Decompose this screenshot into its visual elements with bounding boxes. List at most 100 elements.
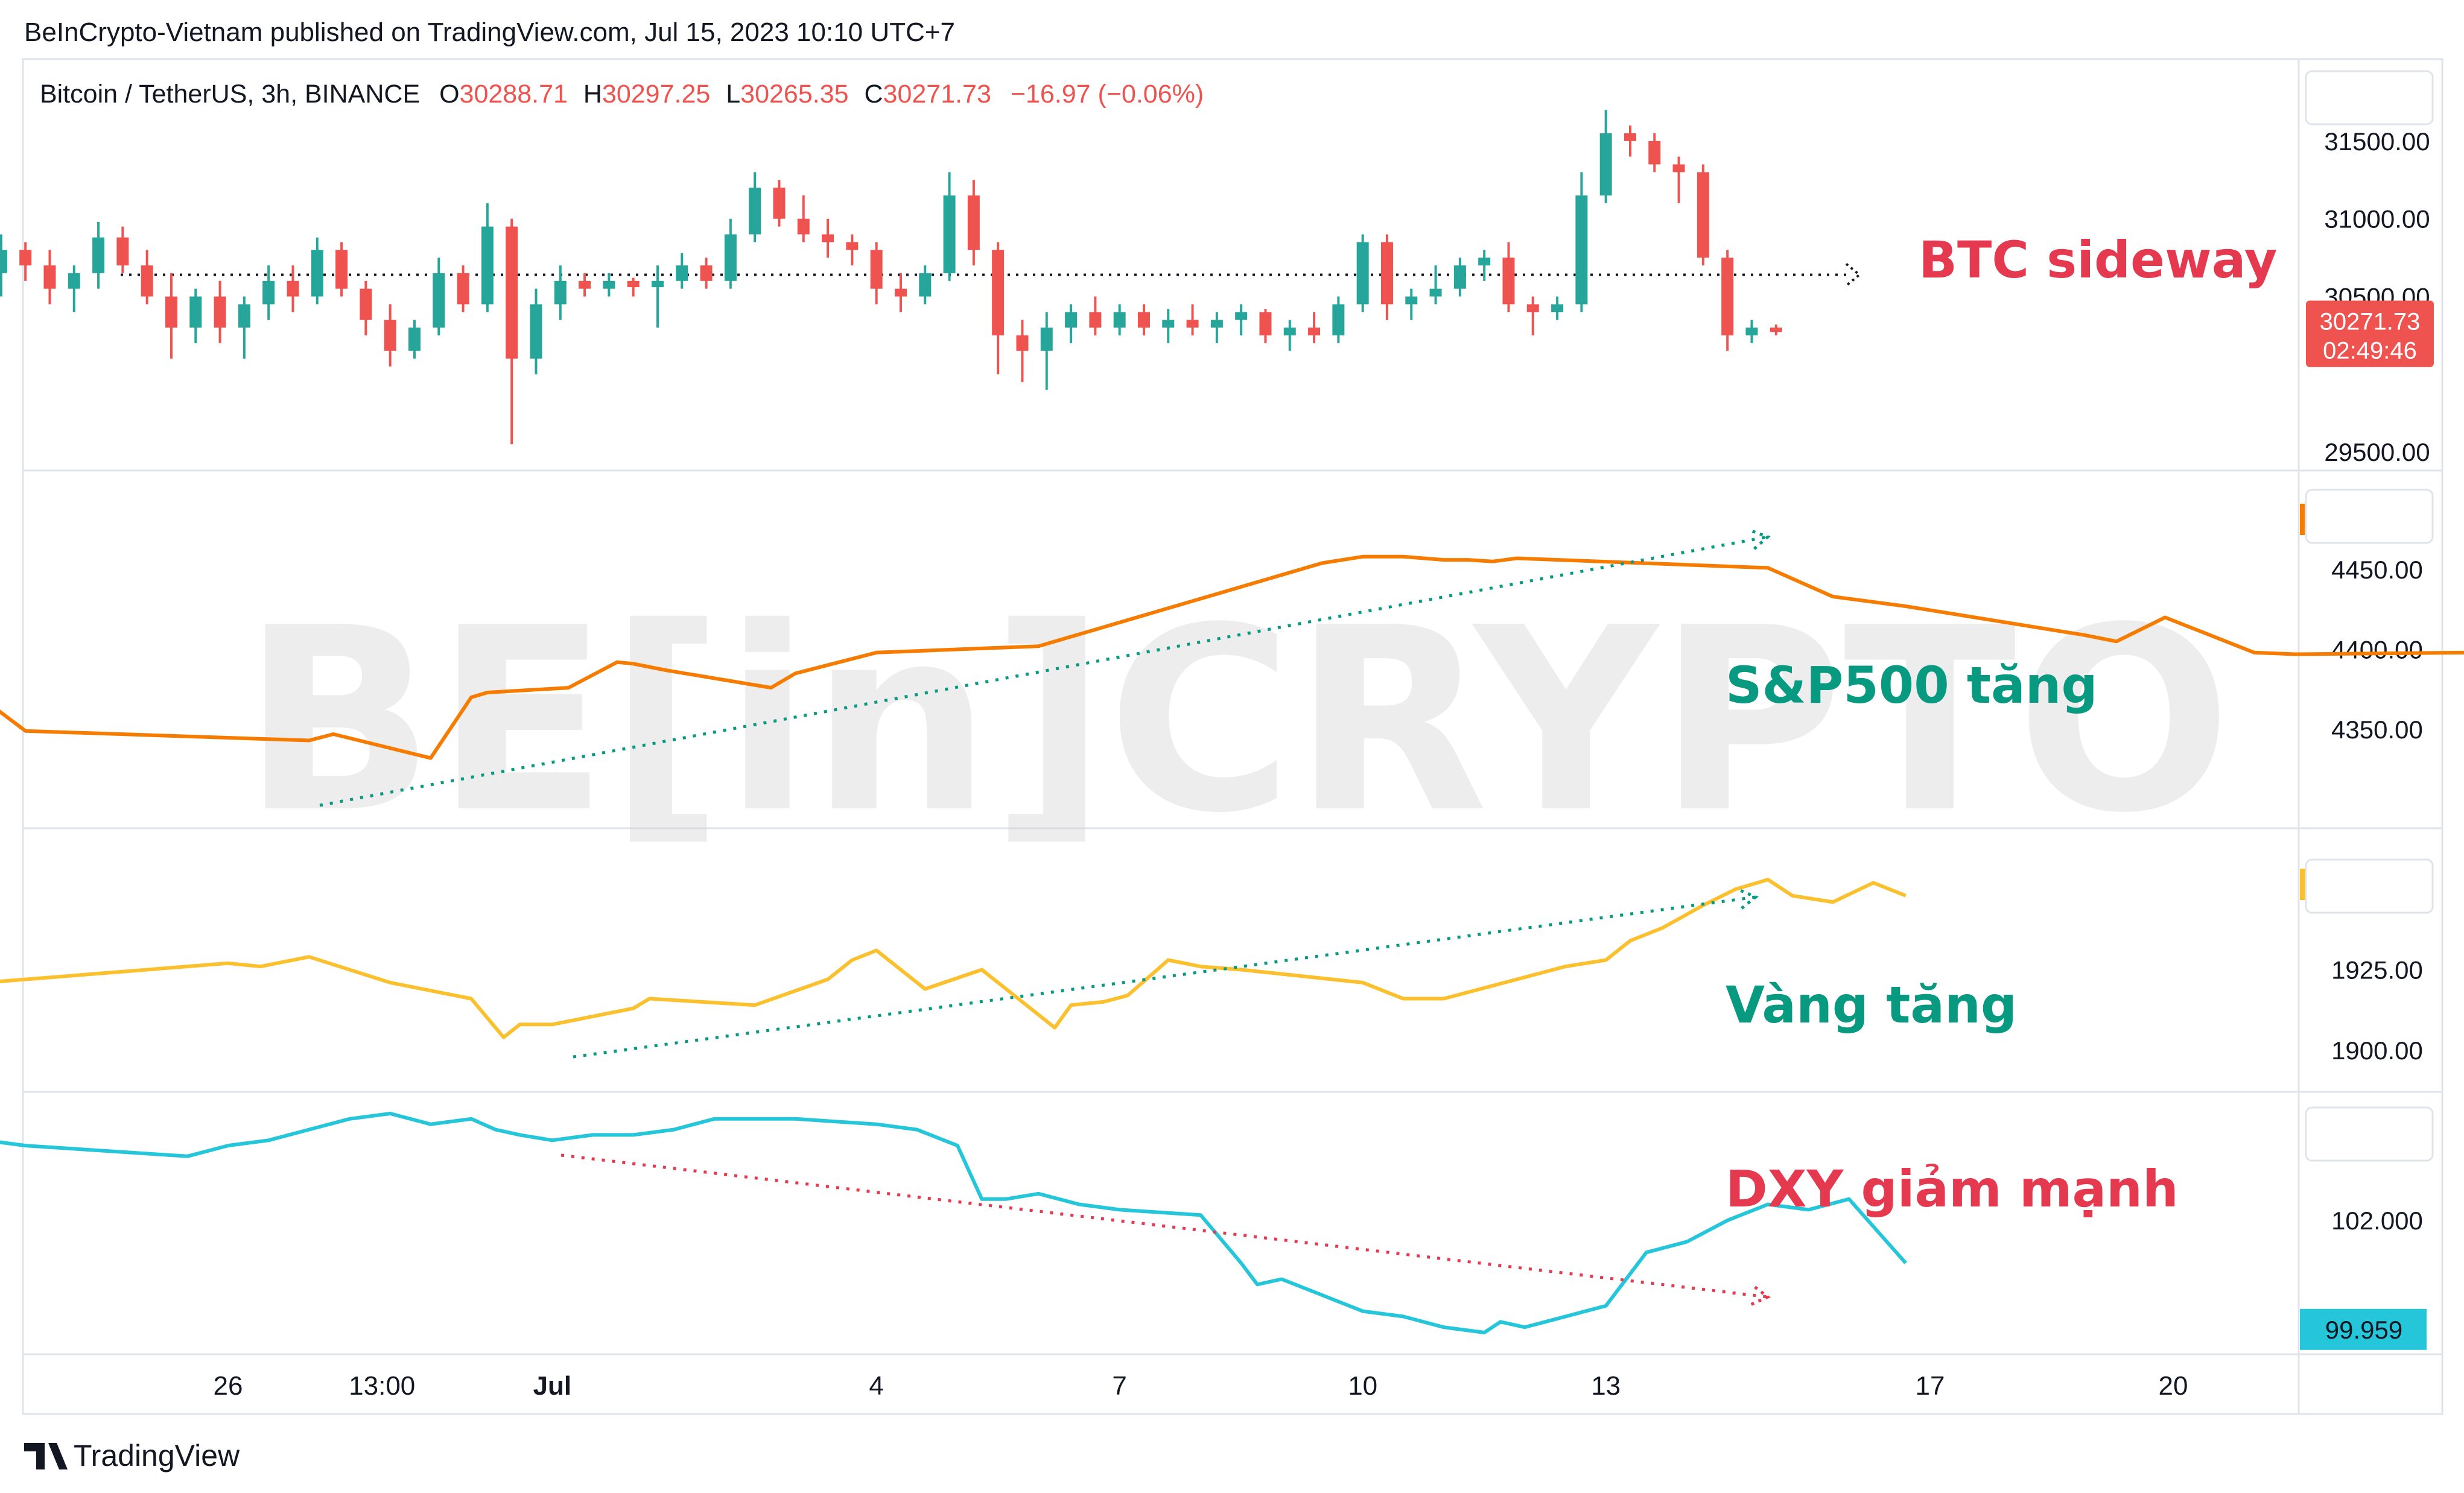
candle-body (311, 250, 323, 297)
candle-body (287, 281, 299, 297)
candle-body (1575, 195, 1588, 305)
candle-body (724, 234, 737, 281)
candle-body (603, 281, 615, 289)
candle-body (651, 281, 664, 288)
y-tick-label: 4350.00 (2331, 715, 2423, 744)
series-line (0, 1112, 1907, 1334)
axis-value-box (2305, 858, 2434, 914)
candle-body (1672, 164, 1685, 173)
candle-body (1308, 328, 1321, 335)
countdown-label: 02:49:46 (2323, 337, 2417, 364)
candle-body (1770, 328, 1782, 332)
spx-panel: 4450.00 4400.00 4350.00 (0, 504, 2464, 807)
dxy-last-label: 99.959 (2325, 1316, 2402, 1344)
candle-body (1721, 258, 1734, 335)
trend-arrow-gold-head (1738, 888, 1759, 910)
candle-body (943, 195, 956, 273)
watermark: BE[in]CRYPTO (242, 574, 2232, 869)
candle-body (676, 265, 688, 281)
series-line (0, 878, 1907, 1039)
high-value: 30297.25 (602, 80, 710, 109)
candle-body (530, 304, 542, 359)
axis-value-box (2305, 1106, 2434, 1162)
candle-body (92, 237, 105, 273)
candle-body (1599, 133, 1612, 196)
x-tick-label: 7 (1112, 1371, 1126, 1401)
candle-body (214, 296, 226, 328)
candle-body (481, 226, 494, 305)
candle-body (1065, 312, 1078, 328)
candle-body (967, 195, 980, 250)
candle-body (1137, 312, 1150, 328)
trend-arrow-dxy-head (1750, 1284, 1771, 1306)
change-value: −16.97 (−0.06%) (1011, 80, 1204, 109)
x-tick-label: 13 (1591, 1371, 1621, 1401)
candle-body (919, 273, 932, 297)
y-tick-label: 4450.00 (2331, 556, 2423, 584)
candle-body (141, 265, 153, 297)
open-value: 30288.71 (460, 80, 568, 109)
candle-body (773, 188, 786, 219)
candle-body (579, 281, 591, 289)
candle-body (749, 188, 761, 235)
candle-body (1089, 312, 1102, 328)
candle-body (894, 288, 907, 297)
candle-body (1453, 265, 1466, 289)
y-tick-label: 4400.00 (2331, 636, 2423, 664)
candle-body (1745, 328, 1758, 335)
panel-frame (22, 58, 2443, 1415)
ohlc-legend: Bitcoin / TetherUS, 3h, BINANCE O30288.7… (40, 80, 1204, 109)
candle-body (992, 250, 1005, 335)
candle-body (700, 265, 713, 281)
candle-body (1551, 304, 1564, 312)
x-tick-label: 26 (214, 1371, 243, 1401)
y-tick-label: 29500.00 (2324, 438, 2430, 466)
x-axis: 26 13:00 Jul 4 7 10 13 17 20 (214, 70, 2434, 1401)
candle-body (238, 304, 250, 328)
tradingview-logo[interactable]: TradingView (24, 1439, 240, 1472)
candle-body (1526, 304, 1539, 312)
candle-body (408, 328, 421, 351)
candle-body (1016, 335, 1029, 351)
dxy-panel: 102.000 99.959 (0, 1112, 2427, 1350)
candle-body (1040, 328, 1053, 351)
x-tick-label: 20 (2159, 1371, 2188, 1401)
candle-body (457, 273, 469, 305)
candle-body (822, 234, 834, 242)
candle-body (846, 242, 859, 250)
y-tick-label: 1925.00 (2331, 956, 2423, 984)
btc-panel: 31500.0031000.0030500.0029500.0030271.73… (0, 110, 2434, 466)
x-tick-label: 13:00 (349, 1371, 415, 1401)
candle-body (1332, 304, 1345, 335)
candle-body (1186, 320, 1199, 328)
published-line: BeInCrypto-Vietnam published on TradingV… (24, 17, 955, 47)
candle-body (870, 250, 883, 289)
close-label: C (864, 80, 883, 109)
annotation-gold: Vàng tăng (1726, 975, 2017, 1035)
candle-body (1697, 172, 1709, 258)
y-tick-label: 31000.00 (2324, 205, 2430, 233)
trend-arrow-spx-head (1750, 529, 1771, 550)
dxy-last-badge (2300, 1308, 2427, 1350)
y-tick-label: 1900.00 (2331, 1036, 2423, 1065)
candle-body (1624, 133, 1636, 141)
trend-arrow-dxy (560, 1153, 1768, 1299)
candle-body (1380, 242, 1393, 305)
candle-body (1356, 242, 1369, 305)
candle-body (68, 273, 80, 289)
candle-body (19, 250, 32, 265)
candle-body (627, 281, 640, 288)
candle-body (1283, 328, 1296, 335)
high-label: H (583, 80, 602, 109)
annotation-btc: BTC sideway (1919, 230, 2278, 290)
candle-body (43, 265, 56, 289)
candle-body (1648, 141, 1661, 165)
candle-body (506, 226, 518, 359)
trend-arrow-gold (573, 895, 1756, 1059)
candle-body (433, 273, 445, 328)
y-tick-label: 31500.00 (2324, 127, 2430, 156)
candle-body (1210, 320, 1223, 328)
candle-body (1259, 312, 1272, 335)
